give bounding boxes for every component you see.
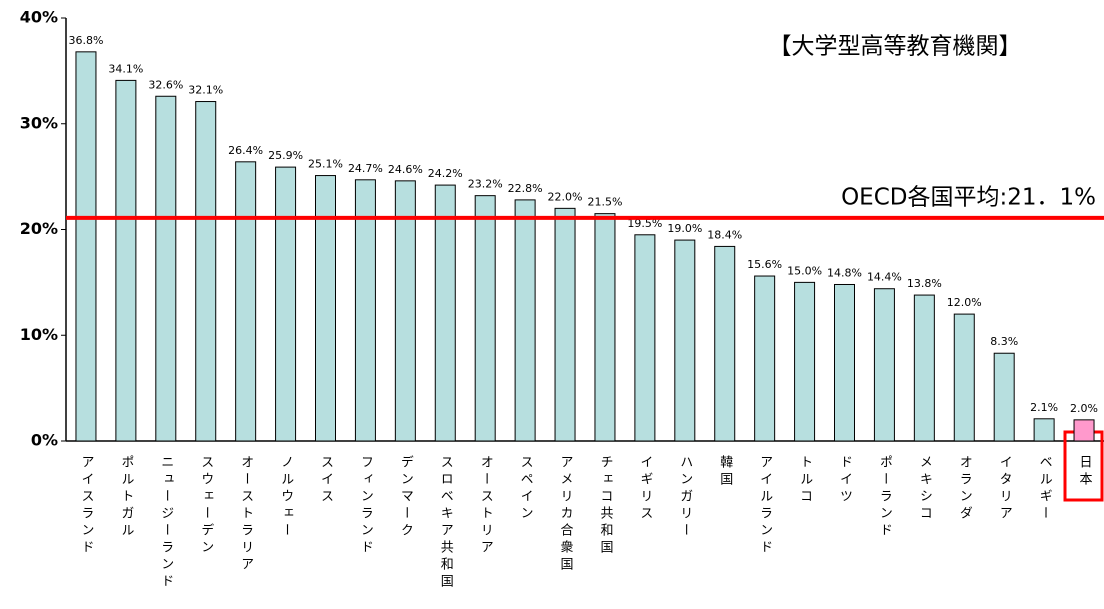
x-tick-label: 韓国 <box>717 455 733 489</box>
value-label: 22.8% <box>508 182 543 195</box>
x-tick-label: スロベキア共和国 <box>438 455 454 591</box>
value-label: 2.0% <box>1070 402 1098 415</box>
bar <box>195 101 217 442</box>
x-tick-label: アイルランド <box>757 455 772 557</box>
value-label: 32.1% <box>188 84 223 97</box>
bar <box>354 179 376 442</box>
x-tick-label: スウェーデン <box>198 455 213 557</box>
bar <box>993 352 1015 442</box>
x-tick-label: ドイツ <box>837 455 852 506</box>
value-label: 25.9% <box>268 149 303 162</box>
x-tick-label: イギリス <box>637 455 652 523</box>
value-label: 15.0% <box>787 264 822 277</box>
value-label: 15.6% <box>747 258 782 271</box>
y-tick-label: 40% <box>20 8 58 27</box>
x-tick-label: オランダ <box>957 455 972 523</box>
x-tick-label: イタリア <box>997 455 1012 523</box>
x-tick-label: ニュージーランド <box>158 455 173 591</box>
bar <box>873 288 895 442</box>
value-label: 32.6% <box>148 78 183 91</box>
bar <box>394 180 416 442</box>
bar <box>514 199 536 442</box>
bar <box>434 184 456 442</box>
x-tick-label: ポルトガル <box>118 455 133 540</box>
x-tick-label: メキシコ <box>917 455 932 523</box>
y-tick-label: 0% <box>31 431 58 450</box>
value-label: 8.3% <box>990 335 1018 348</box>
bar <box>315 175 336 442</box>
reference-label: OECD各国平均:21．1% <box>841 184 1096 210</box>
bar <box>275 166 297 442</box>
x-tick-label: アイスランド <box>78 455 93 557</box>
value-label: 21.5% <box>587 196 622 209</box>
value-label: 12.0% <box>947 296 982 309</box>
value-label: 24.7% <box>348 162 383 175</box>
y-tick-label: 30% <box>20 113 58 132</box>
value-label: 14.8% <box>827 266 862 279</box>
bar <box>674 239 696 442</box>
x-tick-label: スペイン <box>518 455 534 523</box>
x-tick-label: オーストリア <box>478 455 493 557</box>
value-label: 2.1% <box>1030 401 1058 414</box>
bar <box>155 95 177 442</box>
chart-title: 【大学型高等教育機関】 <box>769 34 1022 60</box>
x-tick-label: ノルウェー <box>278 455 293 540</box>
x-tick-label: アメリカ合衆国 <box>558 455 574 574</box>
bar <box>235 161 257 442</box>
bar <box>634 234 656 442</box>
bar <box>554 207 576 442</box>
value-label: 19.5% <box>627 217 662 230</box>
bar <box>714 245 736 442</box>
value-label: 25.1% <box>308 158 343 171</box>
bar <box>953 313 975 442</box>
value-label: 24.2% <box>428 167 463 180</box>
bar <box>834 283 855 442</box>
x-tick-label: フィンランド <box>358 455 373 557</box>
bar <box>474 195 496 442</box>
value-label: 19.0% <box>667 222 702 235</box>
y-tick-label: 10% <box>20 325 58 344</box>
value-label: 23.2% <box>468 178 503 191</box>
x-tick-label: スイス <box>318 455 333 506</box>
value-label: 13.8% <box>907 277 942 290</box>
bar <box>75 51 97 442</box>
x-tick-label: デンマーク <box>398 455 413 540</box>
x-tick-label: ベルギー <box>1037 455 1053 523</box>
bar <box>794 281 816 442</box>
value-label: 34.1% <box>108 62 143 75</box>
bar <box>754 275 776 442</box>
y-tick-label: 20% <box>20 219 58 238</box>
value-label: 14.4% <box>867 271 902 284</box>
x-tick-label: 日本 <box>1077 455 1093 489</box>
value-label: 26.4% <box>228 144 263 157</box>
bar <box>1033 418 1055 442</box>
x-tick-label: オーストラリア <box>238 455 253 574</box>
x-tick-label: チェコ共和国 <box>597 455 613 557</box>
x-tick-label: ハンガリー <box>677 455 692 540</box>
x-tick-label: トルコ <box>797 455 812 506</box>
value-label: 22.0% <box>548 190 583 203</box>
bar <box>115 79 137 442</box>
value-label: 18.4% <box>707 228 742 241</box>
value-label: 36.8% <box>68 34 103 47</box>
bar <box>594 213 616 442</box>
x-tick-label: ポーランド <box>877 455 892 540</box>
bar <box>1073 419 1095 442</box>
value-label: 24.6% <box>388 163 423 176</box>
bar <box>913 294 935 442</box>
